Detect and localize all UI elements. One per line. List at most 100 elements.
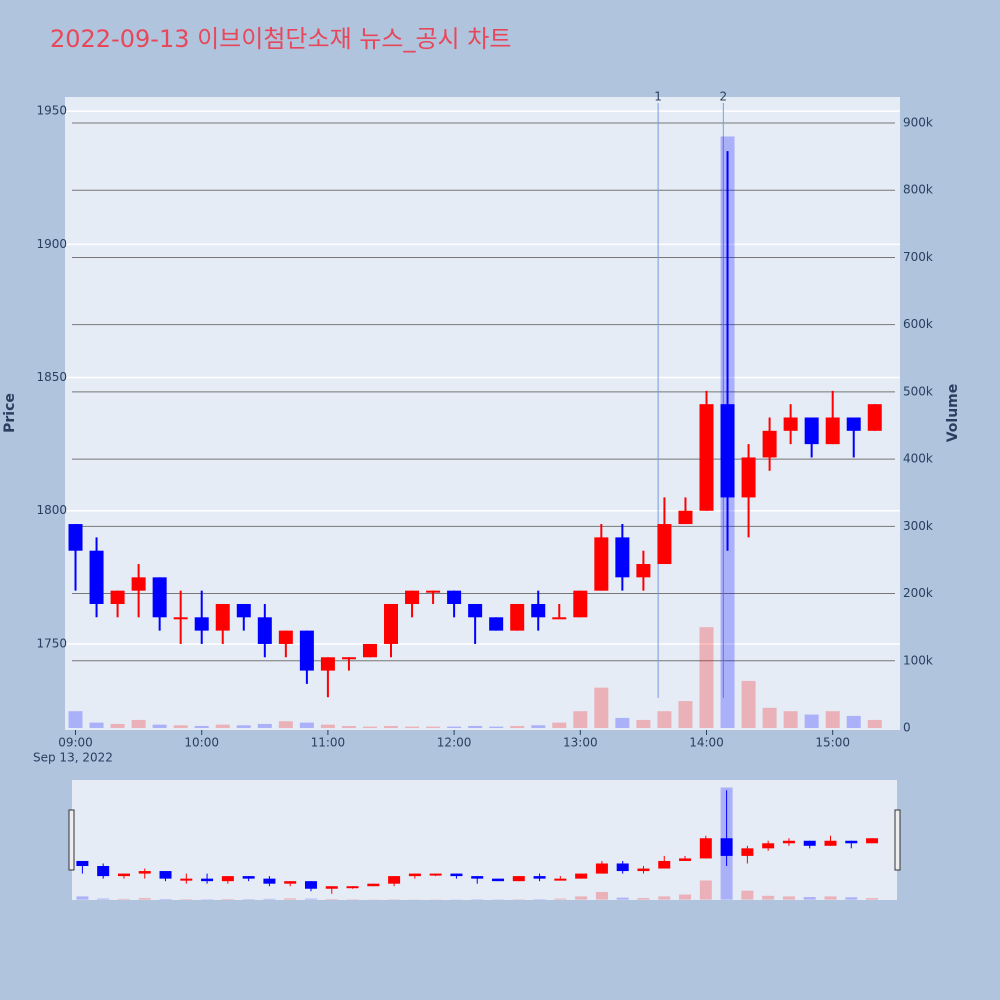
candle-body [117, 873, 130, 877]
volume-bar [405, 726, 420, 728]
volume-bar [658, 896, 671, 900]
candle-body [636, 564, 651, 578]
candle-body [450, 873, 463, 877]
candle-body [131, 577, 146, 591]
volume-bar [284, 898, 297, 900]
y-tick-label: 1900 [36, 237, 67, 251]
volume-bar [159, 898, 172, 900]
candle-body [741, 848, 754, 856]
candle-body [384, 603, 399, 644]
x-date-label: Sep 13, 2022 [33, 751, 113, 765]
candle-body [405, 590, 420, 604]
volume-bar [362, 726, 377, 728]
volume-bar [845, 897, 858, 900]
volume-bar [554, 898, 567, 900]
volume-bar [573, 711, 588, 728]
candle-body [201, 878, 214, 882]
volume-bar [76, 896, 89, 900]
candle-body [346, 886, 359, 889]
y2-tick-label: 0 [903, 720, 911, 734]
candle-body [89, 550, 104, 604]
candle-body [299, 630, 314, 671]
candle-body [138, 871, 151, 874]
y2-tick-label: 400k [903, 452, 933, 466]
volume-bar [699, 627, 714, 728]
volume-bar [68, 711, 83, 728]
news-label: 2 [720, 90, 728, 104]
candle-body [552, 617, 567, 620]
plot-area [65, 97, 900, 730]
volume-bar [636, 719, 651, 728]
candle-body [782, 840, 795, 844]
volume-bar [531, 725, 546, 728]
range-slider[interactable] [72, 780, 897, 900]
candle-body [215, 603, 230, 631]
candle-body [741, 457, 756, 498]
volume-bar [594, 687, 609, 728]
volume-bar [846, 715, 861, 728]
y2-tick-label: 200k [903, 586, 933, 600]
candle-body [658, 860, 671, 869]
candle-body [554, 878, 567, 881]
y2-tick-label: 700k [903, 250, 933, 264]
volume-bar [89, 722, 104, 728]
volume-bar [299, 722, 314, 728]
volume-bar [304, 898, 317, 900]
candle-body [426, 590, 441, 593]
x-tick-label: 13:00 [563, 736, 598, 750]
volume-bar [824, 896, 837, 900]
candle-body [699, 404, 714, 511]
volume-bar [678, 701, 693, 728]
candle-body [866, 838, 879, 844]
candle-body [468, 603, 483, 618]
candle-body [720, 404, 735, 498]
y2-tick-label: 600k [903, 317, 933, 331]
candle-body [110, 590, 125, 604]
candle-body [284, 881, 297, 884]
candle-body [408, 873, 421, 877]
candle-body [320, 657, 335, 671]
y-tick-label: 1850 [36, 370, 67, 384]
candle-body [236, 603, 251, 618]
candle-body [657, 524, 672, 565]
volume-bar [762, 707, 777, 728]
candle-body [362, 643, 377, 658]
news-label: 1 [654, 90, 662, 104]
candle-body [867, 404, 882, 431]
candle-body [429, 873, 442, 876]
volume-bar [173, 725, 188, 728]
volume-bar [804, 714, 819, 728]
volume-bar [615, 717, 630, 728]
volume-bar [320, 724, 335, 728]
candle-body [573, 590, 588, 618]
volume-bar [180, 899, 193, 900]
volume-bar [278, 721, 293, 728]
candle-body [492, 878, 505, 882]
candle-body [341, 657, 356, 660]
y2-tick-label: 800k [903, 183, 933, 197]
volume-bar [117, 898, 130, 900]
candle-body [845, 840, 858, 844]
volume-bar [341, 725, 356, 728]
chart-title: 2022-09-13 이브이첨단소재 뉴스_공시 차트 [50, 25, 511, 53]
volume-bar [595, 891, 608, 900]
volume-bar [489, 726, 504, 728]
candle-body [595, 863, 608, 874]
x-tick-label: 12:00 [437, 736, 472, 750]
y-tick-label: 1750 [36, 636, 67, 650]
volume-bar [221, 898, 234, 900]
candle-body [388, 876, 401, 884]
candle-body [533, 876, 546, 879]
y2-tick-label: 100k [903, 653, 933, 667]
candle-body [825, 417, 840, 445]
volume-bar [510, 725, 525, 728]
slider-handle[interactable] [894, 809, 901, 871]
candle-body [531, 603, 546, 618]
volume-bar [741, 680, 756, 728]
candle-body [720, 838, 733, 856]
volume-bar [242, 899, 255, 900]
volume-bar [325, 898, 338, 900]
candle-body [152, 577, 167, 618]
slider-handle[interactable] [68, 809, 75, 871]
volume-bar [263, 898, 276, 900]
